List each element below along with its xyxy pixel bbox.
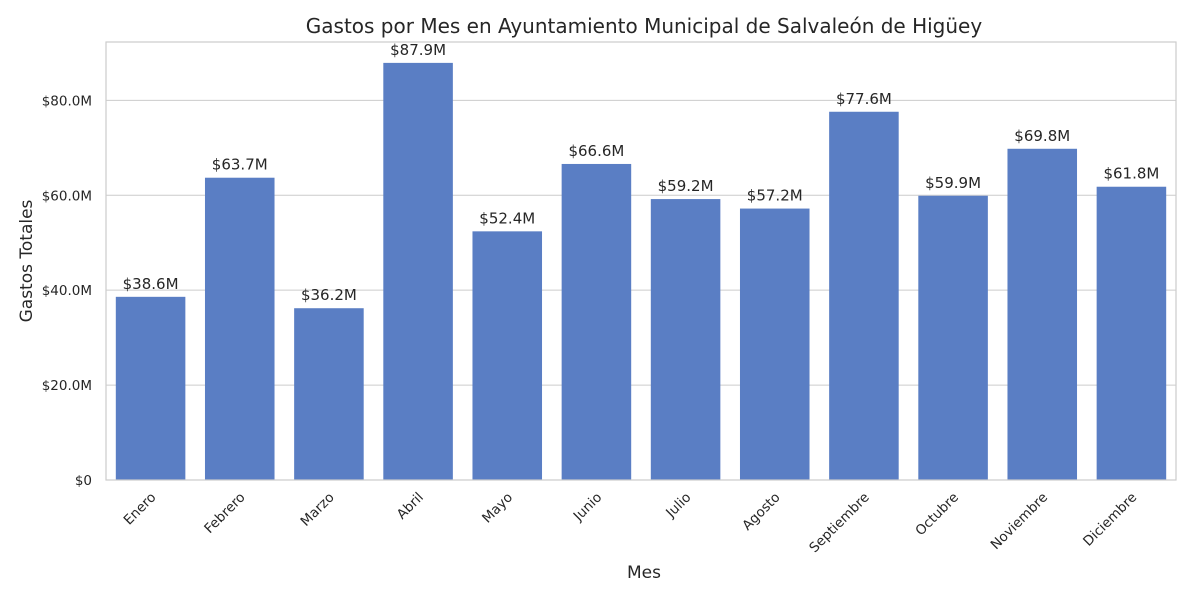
bar xyxy=(561,163,632,480)
x-tick-label: Marzo xyxy=(298,490,338,530)
bars xyxy=(115,62,1167,481)
x-tick-label: Noviembre xyxy=(988,490,1051,553)
x-tick-label: Diciembre xyxy=(1080,490,1140,550)
x-tick-label: Mayo xyxy=(479,490,516,527)
x-axis-ticks: Enero Febrero Marzo Abril Mayo Junio Julio Agos… xyxy=(121,490,1141,557)
data-label: $52.4M xyxy=(479,209,535,227)
bar xyxy=(115,296,186,480)
data-label: $61.8M xyxy=(1103,165,1159,183)
x-tick-label: Julio xyxy=(662,490,694,522)
bar xyxy=(1096,186,1167,480)
y-axis-ticks: $0 $20.0M $40.0M $60.0M $80.0M xyxy=(42,93,92,489)
x-tick-label: Agosto xyxy=(739,490,783,534)
y-tick-label: $60.0M xyxy=(42,188,92,204)
bar xyxy=(472,231,543,480)
x-axis-label: Mes xyxy=(627,563,661,583)
bar xyxy=(1007,148,1078,480)
x-tick-label: Febrero xyxy=(201,490,248,537)
bar xyxy=(829,111,899,480)
plot-frame xyxy=(105,41,1177,481)
data-label: $63.7M xyxy=(212,156,268,174)
data-label: $59.9M xyxy=(925,174,981,192)
data-label: $59.2M xyxy=(658,177,714,195)
data-labels: $38.6M $63.7M $36.2M $87.9M $52.4M $66.6M $59.… xyxy=(123,41,1160,304)
y-axis-label: Gastos Totales xyxy=(17,199,37,322)
x-tick-label: Octubre xyxy=(912,490,962,540)
data-label: $57.2M xyxy=(747,187,803,205)
x-tick-label: Junio xyxy=(570,490,605,525)
y-tick-label: $0 xyxy=(75,473,92,489)
data-label: $36.2M xyxy=(301,286,357,304)
chart-title: Gastos por Mes en Ayuntamiento Municipal… xyxy=(306,14,983,38)
x-tick-label: Enero xyxy=(121,490,160,529)
x-tick-label: Abril xyxy=(394,490,427,523)
bar xyxy=(294,308,364,480)
x-tick-label: Septiembre xyxy=(806,490,873,557)
data-label: $38.6M xyxy=(123,275,179,293)
bar xyxy=(739,208,810,480)
bar xyxy=(650,199,721,481)
y-tick-label: $80.0M xyxy=(42,93,92,109)
data-label: $77.6M xyxy=(836,90,892,108)
bar xyxy=(204,177,275,480)
data-label: $87.9M xyxy=(390,41,446,59)
bar xyxy=(918,195,988,481)
data-label: $66.6M xyxy=(568,142,624,160)
bar xyxy=(383,62,453,481)
y-tick-label: $20.0M xyxy=(42,378,92,394)
data-label: $69.8M xyxy=(1014,127,1070,145)
y-tick-label: $40.0M xyxy=(42,283,92,299)
